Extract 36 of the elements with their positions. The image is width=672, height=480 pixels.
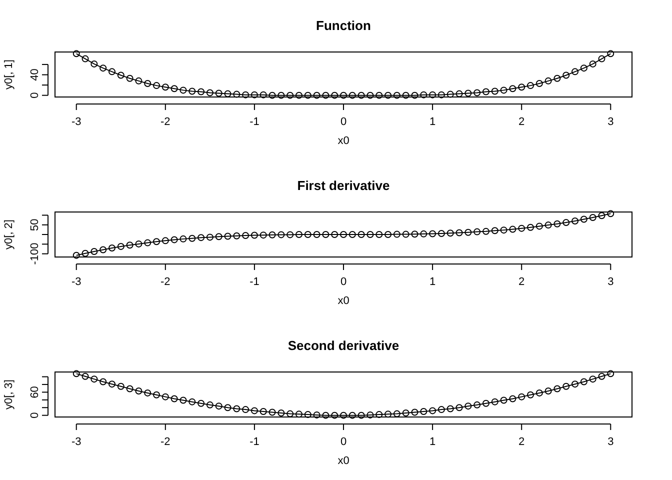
x-tick-label: 0 <box>340 116 347 128</box>
x-tick-label: 1 <box>429 276 436 288</box>
x-tick-label: -3 <box>71 276 82 288</box>
x-tick-label: -2 <box>160 276 170 288</box>
x-tick-label: 2 <box>518 276 525 288</box>
y-tick-label: 0 <box>29 92 41 98</box>
x-tick-label: -2 <box>160 116 170 128</box>
y-tick-label: 0 <box>29 412 41 418</box>
chart-title: Second derivative <box>288 338 400 353</box>
x-tick-label: -1 <box>250 436 260 448</box>
y-axis-title: y0[, 1] <box>3 60 15 90</box>
x-tick-label: 3 <box>608 436 614 448</box>
chart-title: Function <box>316 18 371 33</box>
y-tick-label: 60 <box>29 386 41 398</box>
x-tick-label: -3 <box>71 436 82 448</box>
x-tick-label: -2 <box>160 436 170 448</box>
x-tick-label: -1 <box>250 276 260 288</box>
x-tick-label: 3 <box>608 276 614 288</box>
x-tick-label: 1 <box>429 436 436 448</box>
x-tick-label: 0 <box>340 276 347 288</box>
y-axis-title: y0[, 2] <box>3 220 15 250</box>
y-tick-label: -100 <box>29 242 41 265</box>
x-axis-title: x0 <box>338 455 350 467</box>
x-tick-label: 1 <box>429 116 436 128</box>
x-tick-label: 2 <box>518 436 525 448</box>
y-tick-label: 50 <box>29 218 41 231</box>
x-tick-label: 0 <box>340 436 347 448</box>
chart-title: First derivative <box>297 178 390 193</box>
x-tick-label: -3 <box>71 116 82 128</box>
x-tick-label: 3 <box>608 116 614 128</box>
x-tick-label: 2 <box>518 116 525 128</box>
x-tick-label: -1 <box>250 116 260 128</box>
x-axis-title: x0 <box>338 135 350 147</box>
x-axis-title: x0 <box>338 295 350 307</box>
y-tick-label: 40 <box>29 68 41 81</box>
y-axis-title: y0[, 3] <box>3 380 15 410</box>
